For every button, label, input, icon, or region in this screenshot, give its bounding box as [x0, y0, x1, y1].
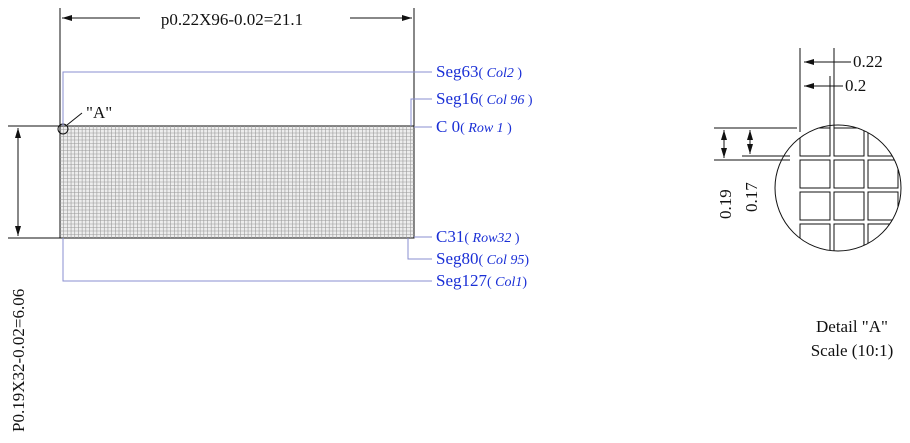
- height-dimension: P0.19X32-0.02=6.06: [8, 125, 60, 432]
- detail-pixel-cell: [833, 159, 865, 189]
- leader-seg16: [410, 98, 432, 126]
- label-seg80: Seg80( Col 95): [436, 249, 529, 268]
- leader-seg80: [407, 238, 432, 260]
- callout-a: "A": [57, 103, 112, 135]
- detail-title: Detail "A": [816, 317, 888, 336]
- detail-pixel-y-label: 0.17: [742, 182, 761, 212]
- detail-pixel-cell: [867, 191, 899, 221]
- detail-pitch-x-label: 0.22: [853, 52, 883, 71]
- leader-seg127: [62, 238, 432, 282]
- callout-a-leader: [66, 112, 83, 126]
- detail-pixel-cell: [799, 159, 831, 189]
- detail-pixel-cell: [833, 191, 865, 221]
- matrix-grid: [60, 126, 414, 238]
- height-dimension-label: P0.19X32-0.02=6.06: [9, 289, 28, 432]
- detail-pixel-x-label: 0.2: [845, 76, 866, 95]
- dot-matrix: [59, 125, 415, 239]
- leader-seg63: [62, 71, 432, 126]
- label-seg63: Seg63( Col2 ): [436, 62, 522, 81]
- detail-pitch-y-label: 0.19: [716, 189, 735, 219]
- detail-scale: Scale (10:1): [811, 341, 894, 360]
- detail-pixel-cell: [799, 223, 831, 251]
- detail-pixel-cell: [833, 127, 865, 157]
- detail-a: 0.22 0.2 0.19 0.17 Detail "A" Scale (10:…: [714, 48, 902, 360]
- detail-pixel-cell: [867, 159, 899, 189]
- detail-pixel-cell: [833, 223, 865, 251]
- width-dimension-label: p0.22X96-0.02=21.1: [161, 10, 303, 29]
- label-c0: C 0( Row 1 ): [436, 117, 512, 136]
- label-seg127: Seg127( Col1): [436, 271, 527, 290]
- callout-a-label: "A": [86, 103, 112, 122]
- label-c31: C31( Row32 ): [436, 227, 520, 246]
- segment-leaders: [62, 71, 432, 282]
- detail-pixel-cell: [799, 191, 831, 221]
- label-seg16: Seg16( Col 96 ): [436, 89, 533, 108]
- width-dimension: p0.22X96-0.02=21.1: [59, 8, 415, 126]
- segment-labels: Seg63( Col2 ) Seg16( Col 96 ) C 0( Row 1…: [436, 62, 533, 290]
